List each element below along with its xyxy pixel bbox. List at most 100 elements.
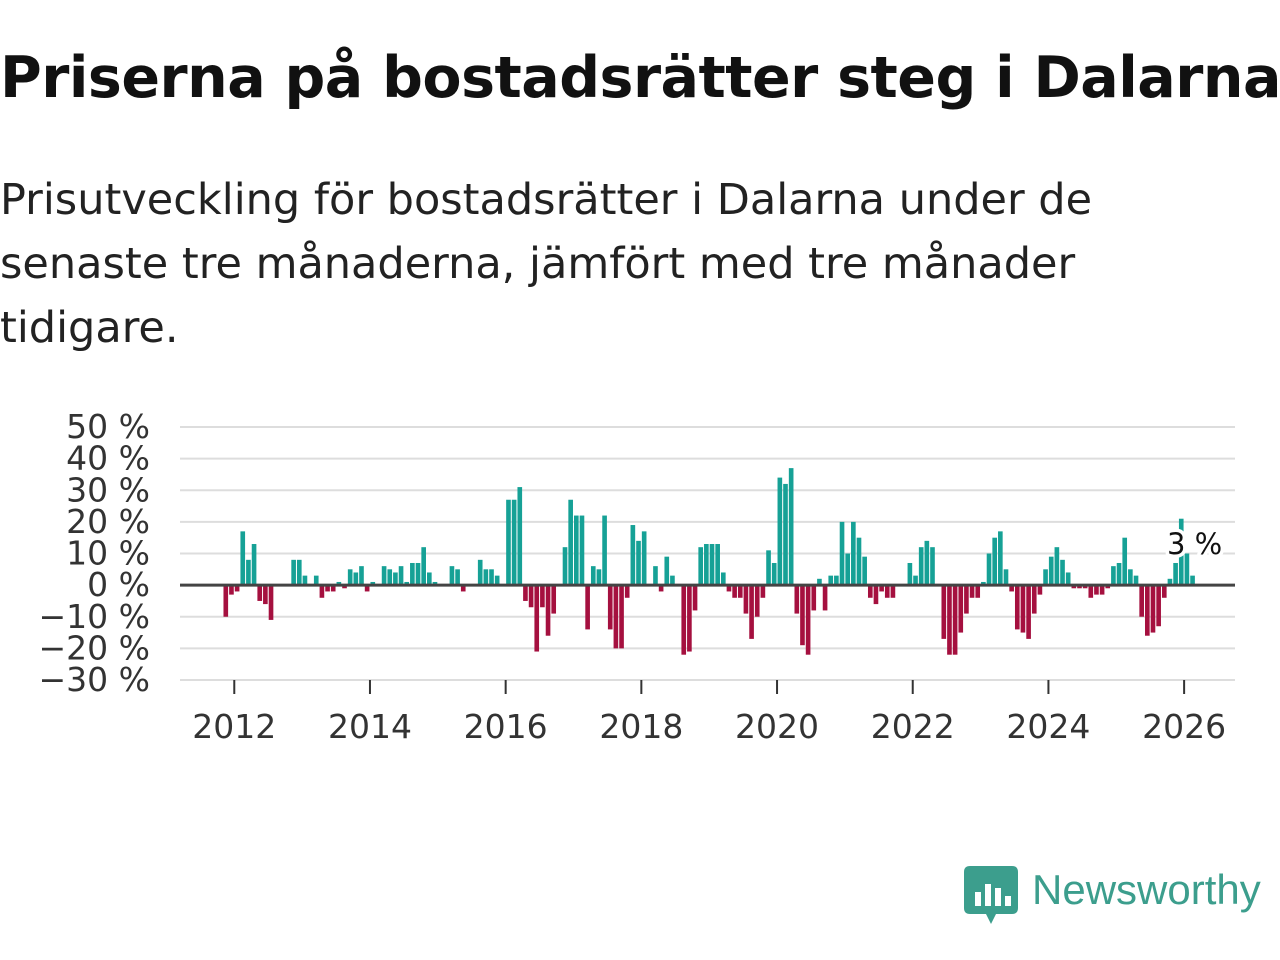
- bar: [607, 585, 613, 630]
- bar: [455, 569, 460, 586]
- bar: [1071, 585, 1077, 589]
- bar: [1031, 585, 1037, 614]
- bar: [421, 547, 426, 586]
- bar: [381, 566, 387, 586]
- bar: [517, 487, 523, 586]
- newsworthy-logo-icon: [964, 866, 1018, 924]
- bar: [234, 585, 240, 592]
- y-axis-labels: −30 %−20 %−10 %0 %10 %20 %30 %40 %50 %: [39, 407, 151, 699]
- bar: [998, 531, 1003, 586]
- x-tick-label: 2014: [328, 707, 412, 746]
- bar: [489, 569, 494, 586]
- bar: [1116, 562, 1122, 586]
- bar: [460, 585, 466, 592]
- bar: [969, 585, 975, 598]
- x-axis: 2012 2014 2016 2018 2020 2022 2024 2026: [192, 680, 1226, 746]
- y-tick-label: −20 %: [39, 628, 151, 667]
- bar: [319, 585, 325, 598]
- bar: [828, 575, 834, 586]
- bar: [641, 531, 647, 586]
- last-value-annotation: 3 %: [1163, 524, 1225, 565]
- y-tick-label: 50 %: [66, 407, 150, 446]
- bar: [246, 559, 251, 586]
- bar: [845, 553, 851, 586]
- bar: [692, 585, 698, 611]
- bar: [1094, 585, 1099, 595]
- x-tick-label: 2024: [1006, 707, 1090, 746]
- bar: [257, 585, 263, 601]
- bar: [494, 575, 500, 586]
- bar: [867, 585, 873, 598]
- brand-name: Newsworthy: [1032, 866, 1261, 913]
- y-tick-label: 40 %: [66, 439, 150, 478]
- chart-subtitle: Prisutveckling för bostadsrätter i Dalar…: [0, 175, 1093, 353]
- bar: [771, 562, 777, 586]
- bar: [664, 556, 670, 586]
- bar: [624, 585, 630, 598]
- bar: [590, 566, 596, 586]
- bar: [562, 547, 568, 586]
- bar: [432, 581, 438, 586]
- bar: [704, 544, 709, 586]
- bar: [687, 585, 692, 652]
- bar: [732, 585, 737, 598]
- bar: [342, 585, 347, 589]
- chart-title: Priserna på bostadsrätter steg i Dalarna: [0, 45, 1280, 111]
- bar: [1048, 556, 1054, 586]
- bar: [653, 566, 658, 586]
- bar: [981, 581, 986, 586]
- bar: [630, 525, 636, 586]
- bar: [975, 585, 981, 598]
- last-value-label: 3 %: [1167, 527, 1222, 561]
- bar: [540, 585, 545, 608]
- bar: [579, 515, 585, 586]
- bar: [347, 569, 353, 586]
- bar: [851, 521, 856, 586]
- bar: [636, 540, 641, 586]
- y-tick-label: 0 %: [87, 565, 150, 604]
- bar: [783, 483, 788, 586]
- bar: [551, 585, 557, 614]
- bar: [477, 559, 483, 586]
- bar: [743, 585, 749, 614]
- bar: [1020, 585, 1026, 633]
- bar: [415, 562, 421, 586]
- x-tick-label: 2016: [464, 707, 548, 746]
- bar: [268, 585, 274, 620]
- bar: [240, 531, 246, 586]
- x-tick-label: 2018: [599, 707, 683, 746]
- bar: [313, 575, 319, 586]
- bar: [1037, 585, 1043, 595]
- bar: [817, 578, 822, 586]
- bar: [992, 537, 998, 586]
- bar: [449, 566, 455, 586]
- bar: [918, 547, 924, 586]
- bar: [766, 550, 771, 586]
- bar: [404, 581, 410, 586]
- bar: [1156, 585, 1161, 627]
- bar: [681, 585, 687, 655]
- bar: [523, 585, 528, 601]
- bar: [511, 499, 517, 586]
- bar: [1099, 585, 1105, 595]
- bar: [1026, 585, 1031, 639]
- bar: [737, 585, 743, 598]
- bar: [398, 566, 404, 586]
- bar: [924, 540, 930, 586]
- bar: [958, 585, 964, 633]
- bar: [1054, 547, 1060, 586]
- bar: [325, 585, 330, 592]
- newsworthy-logo[interactable]: Newsworthy: [962, 864, 1280, 930]
- bar: [1184, 553, 1190, 586]
- bar: [1178, 518, 1184, 586]
- bar: [229, 585, 234, 595]
- bar: [353, 572, 359, 586]
- bar: [839, 521, 845, 586]
- bar: [1145, 585, 1150, 636]
- bar: [754, 585, 760, 617]
- bar: [947, 585, 952, 655]
- bar: [720, 572, 726, 586]
- bar: [873, 585, 879, 605]
- bar: [483, 569, 489, 586]
- bar: [296, 559, 302, 586]
